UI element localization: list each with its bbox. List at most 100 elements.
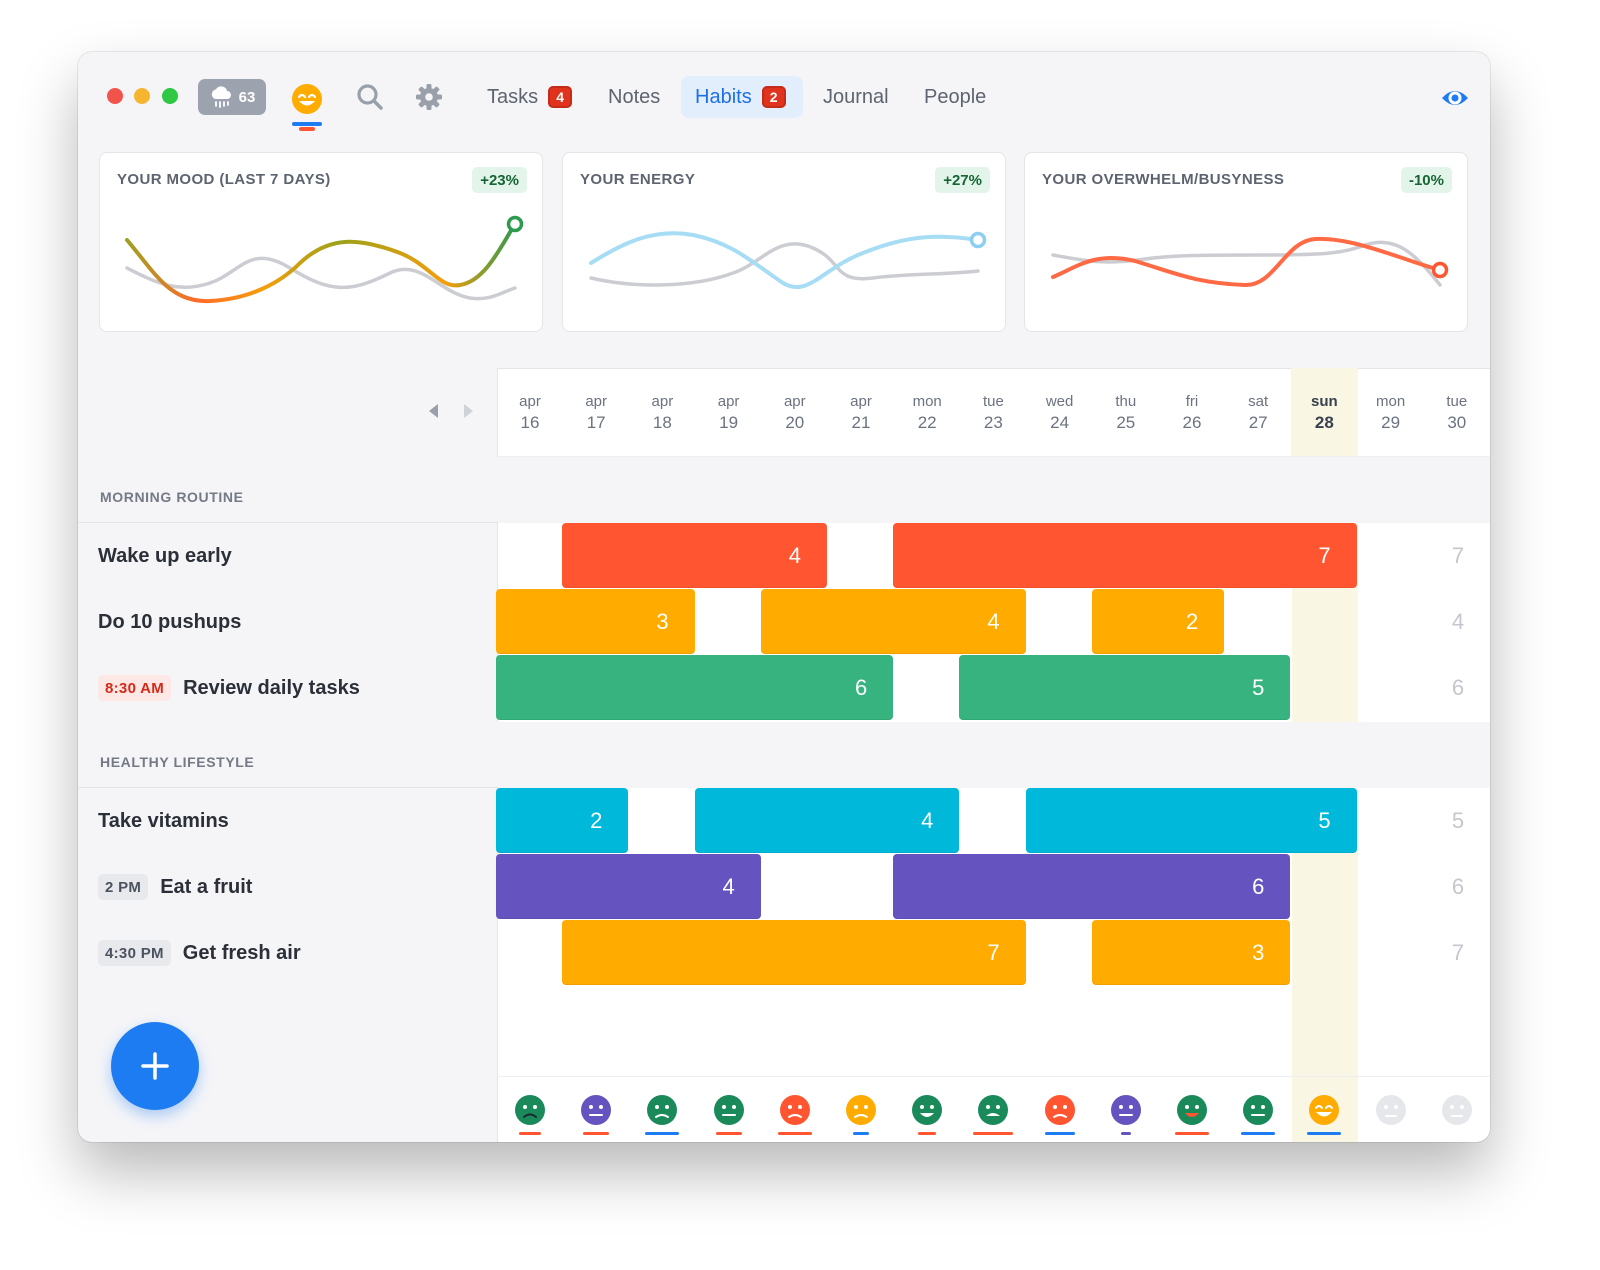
minimize-window-button[interactable]: [134, 88, 150, 104]
day-header-30[interactable]: tue 30: [1424, 368, 1490, 456]
habit-total-count: 5: [1451, 808, 1465, 833]
mood-underline: [918, 1132, 937, 1135]
day-label: tue: [982, 393, 1004, 410]
tab-habits[interactable]: Habits 2: [681, 76, 803, 118]
add-habit-button[interactable]: [111, 1022, 199, 1110]
day-number: 25: [1116, 413, 1136, 432]
day-header-18[interactable]: apr 18: [629, 368, 695, 456]
tab-tasks[interactable]: Tasks 4: [473, 76, 586, 118]
daily-mood-23[interactable]: [973, 1092, 1014, 1138]
previous-period-line: [589, 242, 980, 287]
day-number: 17: [586, 413, 606, 432]
mood-underline: [292, 122, 322, 126]
day-number: 23: [983, 413, 1003, 432]
habit-row-get-fresh-air[interactable]: 4:30 PM Get fresh air: [98, 920, 301, 986]
day-header-16[interactable]: apr 16: [497, 368, 563, 456]
habit-row-eat-a-fruit[interactable]: 2 PM Eat a fruit: [98, 854, 252, 920]
tab-notes[interactable]: Notes: [594, 76, 674, 118]
daily-mood-16[interactable]: [512, 1092, 548, 1138]
gear-icon[interactable]: [414, 82, 444, 112]
zoom-window-button[interactable]: [162, 88, 178, 104]
weather-temperature: 63: [238, 88, 256, 106]
streak-bar[interactable]: 5: [959, 655, 1291, 720]
habit-row-review-daily-tasks[interactable]: 8:30 AM Review daily tasks: [98, 655, 360, 721]
streak-bar[interactable]: 4: [562, 523, 827, 588]
day-header-27[interactable]: sat 27: [1225, 368, 1291, 456]
daily-mood-18[interactable]: [644, 1092, 680, 1138]
day-header-22[interactable]: mon 22: [894, 368, 960, 456]
energy-stat-card: YOUR ENERGY +27%: [562, 152, 1006, 332]
habit-row-do-10-pushups[interactable]: Do 10 pushups: [98, 589, 241, 655]
tab-journal[interactable]: Journal: [809, 76, 903, 118]
search-icon[interactable]: [355, 82, 385, 112]
habit-row-wake-up-early[interactable]: Wake up early: [98, 523, 232, 589]
frown-face-icon: [1044, 1095, 1075, 1125]
weather-button[interactable]: 63: [198, 79, 266, 115]
section-divider: [78, 787, 498, 788]
streak-bar[interactable]: 4: [760, 589, 1026, 654]
day-number: 27: [1248, 413, 1268, 432]
daily-mood-21[interactable]: [843, 1092, 879, 1138]
card-delta-badge: +23%: [472, 167, 527, 193]
mood-underline: [645, 1132, 680, 1135]
day-header-19[interactable]: apr 19: [696, 368, 762, 456]
day-header-26[interactable]: fri 26: [1159, 368, 1225, 456]
tab-people[interactable]: People: [910, 76, 1000, 118]
habit-time-chip: 8:30 AM: [98, 675, 172, 701]
neutral-face-icon: [1375, 1095, 1406, 1125]
daily-mood-28[interactable]: [1306, 1092, 1342, 1138]
smile-face-icon: [1177, 1095, 1207, 1125]
daily-mood-30[interactable]: [1439, 1092, 1475, 1138]
streak-bar[interactable]: 7: [562, 920, 1026, 985]
daily-mood-26[interactable]: [1174, 1092, 1210, 1138]
streak-bar[interactable]: 2: [496, 788, 629, 853]
streak-bar[interactable]: 4: [496, 854, 761, 919]
happy-face-icon: [1309, 1095, 1340, 1125]
day-header-23[interactable]: tue 23: [960, 368, 1026, 456]
streak-bar[interactable]: 6: [893, 854, 1291, 919]
daily-mood-29[interactable]: [1373, 1092, 1409, 1138]
tab-label: Habits: [695, 85, 752, 108]
current-mood-button[interactable]: [289, 81, 325, 131]
mood-underline: [1120, 1132, 1131, 1135]
chevron-right-icon[interactable]: [462, 402, 476, 420]
mood-underline: [973, 1132, 1014, 1135]
day-header-20[interactable]: apr 20: [762, 368, 828, 456]
happy-face-icon: [292, 84, 322, 114]
daily-mood-25[interactable]: [1108, 1092, 1144, 1138]
tab-label: Notes: [608, 85, 661, 108]
day-header-17[interactable]: apr 17: [563, 368, 629, 456]
day-number: 19: [719, 413, 739, 432]
daily-mood-20[interactable]: [777, 1092, 813, 1138]
chevron-left-icon[interactable]: [426, 402, 440, 420]
daily-mood-17[interactable]: [578, 1092, 614, 1138]
day-number: 28: [1314, 413, 1334, 432]
frown-face-icon: [846, 1095, 876, 1125]
streak-bar[interactable]: 5: [1025, 788, 1357, 853]
meh-face-icon: [581, 1095, 612, 1125]
daily-mood-22[interactable]: [909, 1092, 945, 1138]
day-header-29[interactable]: mon 29: [1358, 368, 1424, 456]
daily-mood-24[interactable]: [1042, 1092, 1078, 1138]
streak-bar[interactable]: 4: [694, 788, 960, 853]
day-label: thu: [1115, 393, 1137, 410]
previous-period-line: [125, 256, 517, 301]
daily-mood-27[interactable]: [1240, 1092, 1276, 1138]
daily-mood-19[interactable]: [711, 1092, 747, 1138]
day-header-24[interactable]: wed 24: [1027, 368, 1093, 456]
day-header-28[interactable]: sun 28: [1291, 368, 1358, 456]
day-header-25[interactable]: thu 25: [1093, 368, 1159, 456]
streak-bar[interactable]: 3: [496, 589, 695, 654]
mood-underline: [519, 1132, 541, 1135]
current-period-line: [1051, 236, 1442, 288]
tab-label: Tasks: [487, 85, 539, 108]
close-window-button[interactable]: [107, 88, 123, 104]
habit-row-take-vitamins[interactable]: Take vitamins: [98, 788, 229, 854]
habit-name: Do 10 pushups: [98, 610, 242, 633]
streak-bar[interactable]: 7: [893, 523, 1357, 588]
eye-icon[interactable]: [1440, 83, 1470, 113]
day-header-21[interactable]: apr 21: [828, 368, 894, 456]
streak-bar[interactable]: 3: [1091, 920, 1291, 985]
streak-bar[interactable]: 6: [496, 655, 894, 720]
streak-bar[interactable]: 2: [1091, 589, 1225, 654]
